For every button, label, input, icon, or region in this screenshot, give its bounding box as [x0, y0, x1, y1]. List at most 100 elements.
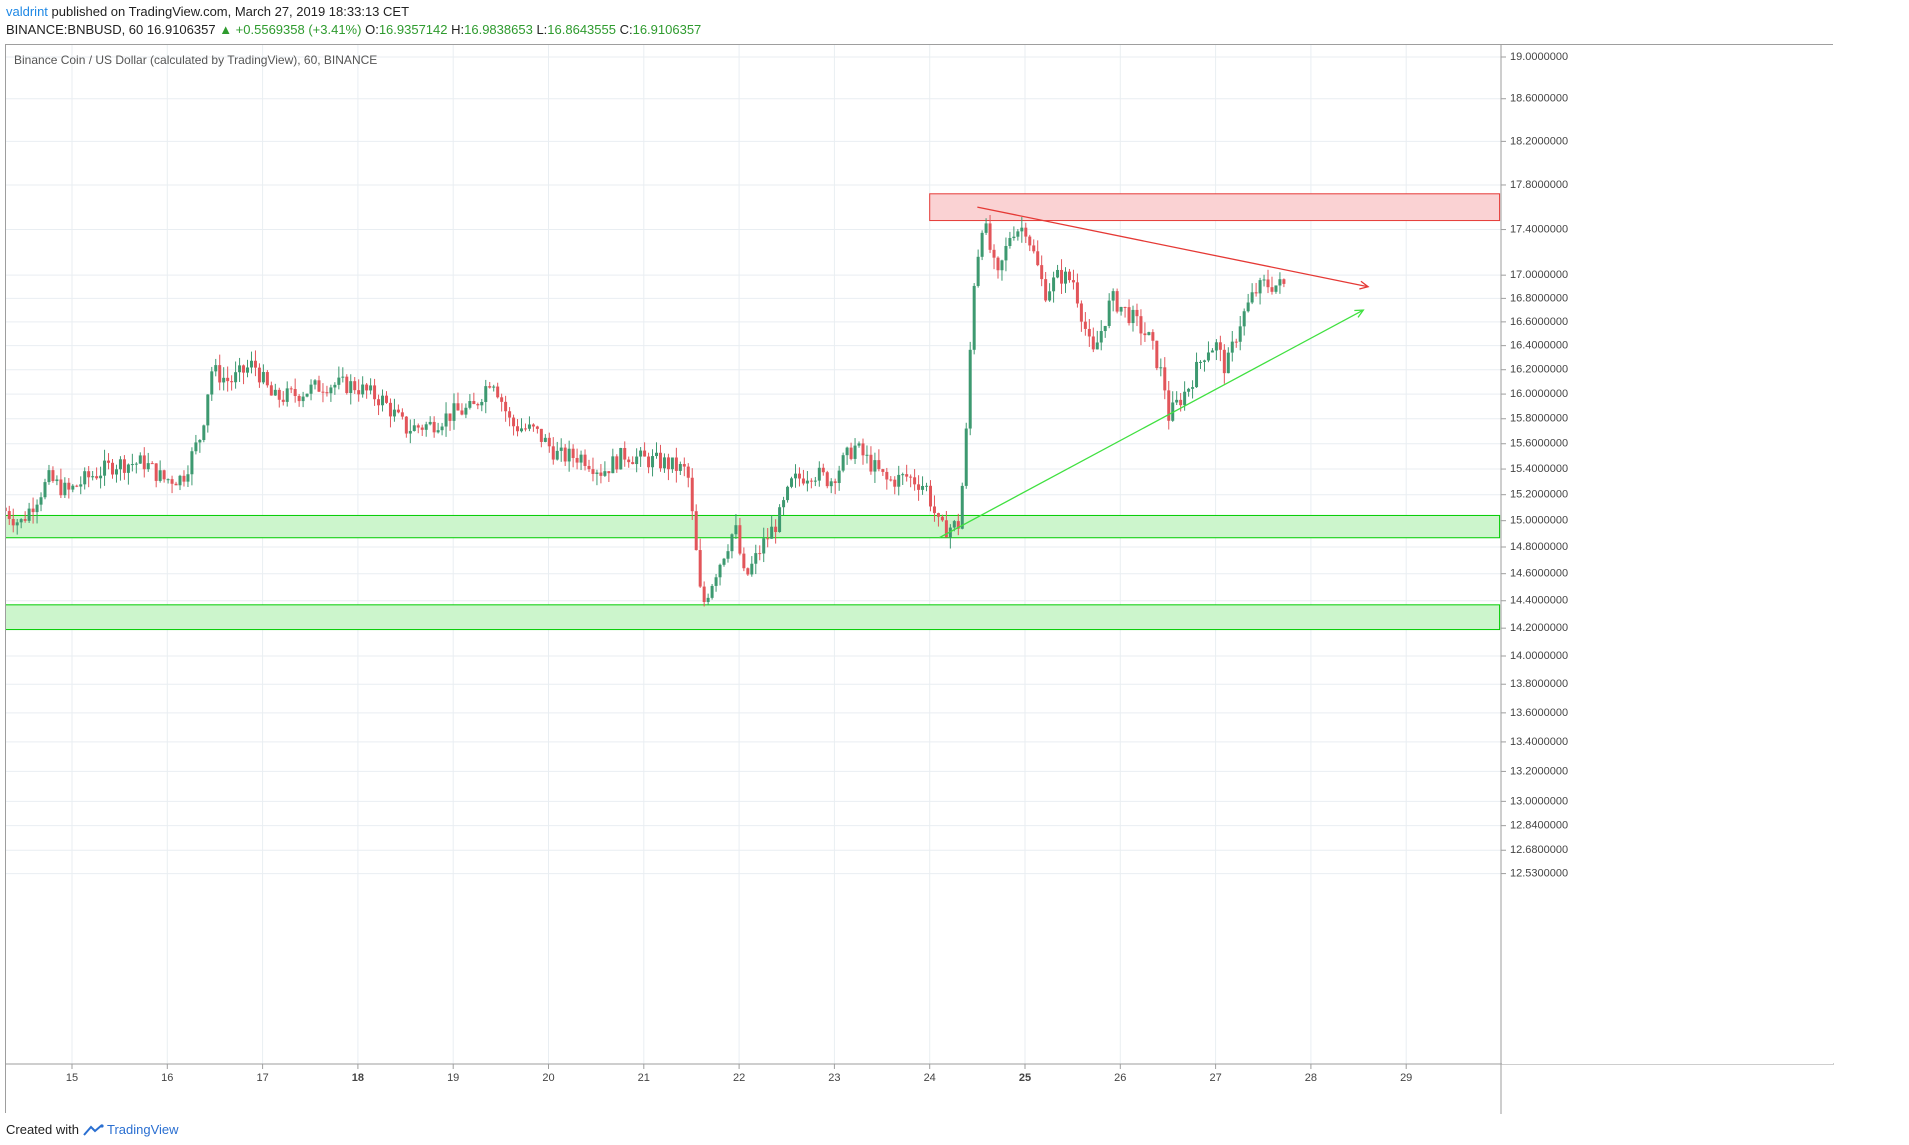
- candle-body: [555, 450, 559, 460]
- candles: [6, 214, 1286, 607]
- candle-body: [381, 395, 385, 406]
- candle-body: [206, 394, 210, 426]
- price-chart[interactable]: Binance Coin / US Dollar (calculated by …: [6, 45, 1834, 1114]
- candle-body: [1214, 342, 1218, 351]
- tradingview-logo-icon: [83, 1123, 104, 1136]
- candle-body: [365, 384, 369, 391]
- candle-body: [83, 471, 87, 485]
- candle-body: [762, 538, 766, 554]
- price-tick-label: 14.8000000: [1510, 541, 1568, 553]
- candle-body: [742, 553, 746, 569]
- price-tick-label: 12.8400000: [1510, 820, 1568, 832]
- candle-body: [559, 447, 563, 451]
- candle-body: [436, 430, 440, 433]
- candle-body: [91, 476, 95, 478]
- candle-body: [35, 504, 39, 513]
- candle-body: [881, 469, 885, 472]
- candle-body: [662, 457, 666, 469]
- candle-body: [917, 484, 921, 490]
- candle-body: [222, 377, 226, 383]
- candle-body: [428, 421, 432, 425]
- candle-body: [1032, 245, 1036, 252]
- candle-body: [253, 360, 257, 368]
- candle-body: [817, 467, 821, 481]
- candle-body: [63, 482, 67, 496]
- candle-body: [1036, 251, 1040, 266]
- candle-body: [1000, 260, 1004, 271]
- candle-body: [1151, 332, 1155, 341]
- candle-body: [234, 372, 238, 383]
- candle-body: [960, 485, 964, 529]
- candle-body: [702, 586, 706, 603]
- candle-body: [897, 474, 901, 487]
- candle-body: [670, 457, 674, 470]
- candle-body: [1139, 316, 1143, 334]
- candle-body: [1079, 303, 1083, 322]
- candle-body: [138, 455, 142, 464]
- candle-body: [416, 425, 420, 428]
- candle-body: [519, 428, 523, 432]
- candle-body: [7, 511, 11, 519]
- candle-body: [1234, 341, 1238, 343]
- candle-body: [901, 474, 905, 476]
- candle-body: [55, 479, 59, 482]
- open-value: 16.9357142: [378, 22, 448, 37]
- candle-body: [59, 479, 63, 496]
- candle-body: [837, 470, 841, 484]
- candle-body: [122, 459, 126, 473]
- candle-body: [476, 404, 480, 406]
- candle-body: [468, 401, 472, 408]
- time-tick-label: 28: [1305, 1072, 1317, 1084]
- candle-body: [1020, 227, 1024, 232]
- candle-body: [1274, 285, 1278, 292]
- candle-body: [214, 365, 218, 372]
- footer: Created with TradingView: [6, 1122, 179, 1137]
- candle-body: [392, 409, 396, 417]
- candle-body: [218, 365, 222, 383]
- publish-text: published on TradingView.com, March 27, …: [47, 4, 410, 19]
- candle-body: [539, 428, 543, 442]
- price-tick-label: 16.0000000: [1510, 388, 1568, 400]
- candle-body: [1167, 390, 1171, 421]
- candle-body: [182, 475, 186, 482]
- time-tick-label: 24: [924, 1072, 936, 1084]
- candle-body: [488, 386, 492, 388]
- candle-body: [71, 485, 75, 490]
- tradingview-brand: TradingView: [106, 1122, 179, 1137]
- author-link[interactable]: valdrint: [6, 4, 48, 19]
- candle-body: [639, 450, 643, 457]
- candle-body: [563, 447, 567, 462]
- candle-body: [6, 507, 7, 512]
- candle-body: [925, 485, 929, 487]
- close-label: C:: [619, 22, 633, 37]
- price-tick-label: 15.6000000: [1510, 438, 1568, 450]
- time-tick-label: 23: [828, 1072, 840, 1084]
- candle-body: [273, 389, 277, 396]
- candle-body: [873, 460, 877, 472]
- candle-body: [1040, 265, 1044, 280]
- candle-body: [738, 525, 742, 554]
- chart-frame[interactable]: Binance Coin / US Dollar (calculated by …: [5, 44, 1834, 1114]
- candle-body: [67, 482, 71, 490]
- candle-body: [706, 597, 710, 603]
- candle-body: [420, 427, 424, 430]
- candle-body: [408, 430, 412, 434]
- candle-body: [333, 384, 337, 388]
- candle-body: [805, 480, 809, 484]
- price-tick-label: 17.8000000: [1510, 179, 1568, 191]
- candle-body: [472, 401, 476, 405]
- candle-body: [619, 448, 623, 470]
- candle-body: [1044, 279, 1048, 301]
- tradingview-link[interactable]: TradingView: [83, 1122, 179, 1137]
- candle-body: [238, 365, 242, 373]
- price-change: ▲ +0.5569358 (+3.41%): [219, 22, 362, 37]
- candle-body: [698, 550, 702, 587]
- candle-body: [174, 483, 178, 486]
- time-tick-label: 29: [1400, 1072, 1412, 1084]
- time-tick-label: 20: [542, 1072, 554, 1084]
- candle-body: [1016, 231, 1020, 237]
- candle-body: [714, 577, 718, 586]
- candle-body: [1199, 361, 1203, 363]
- candle-body: [786, 486, 790, 501]
- candle-body: [142, 455, 146, 470]
